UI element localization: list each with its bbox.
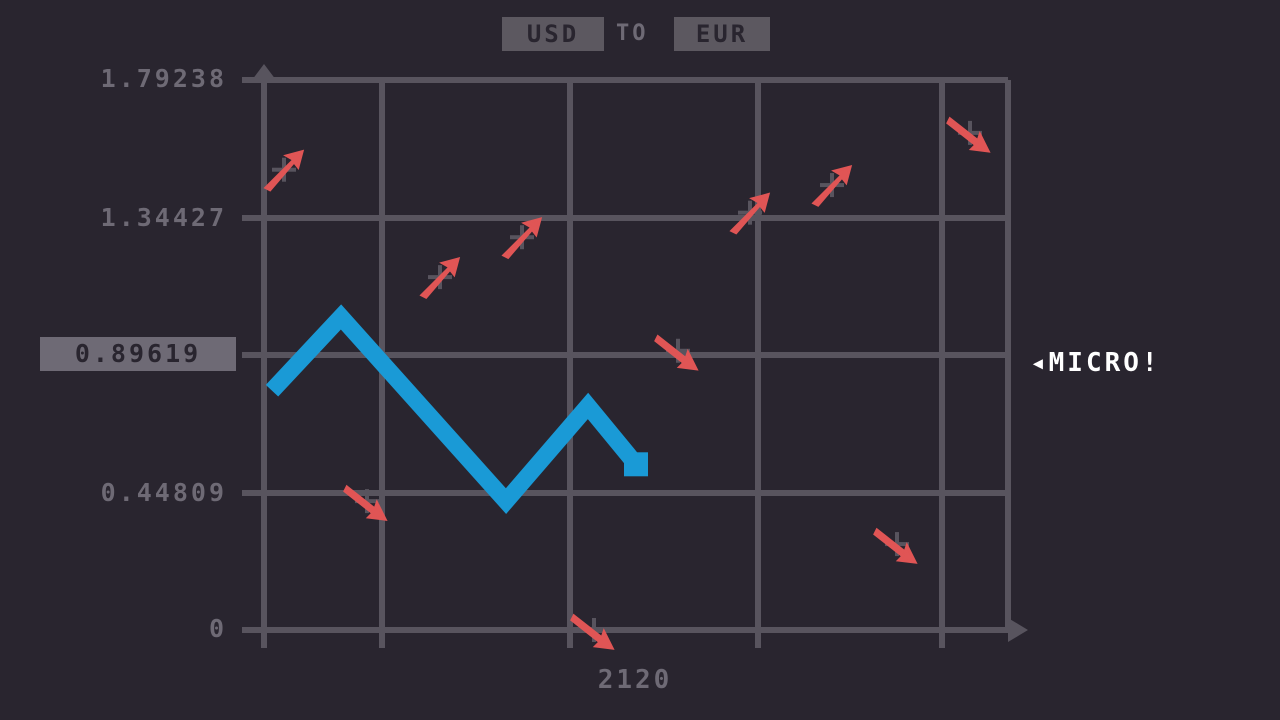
- grid-line-vertical: [939, 80, 945, 648]
- trend-down-marker: [873, 527, 918, 564]
- chart-axes: [252, 64, 1028, 648]
- trend-down-marker: [570, 613, 615, 650]
- chart-grid: [242, 77, 1011, 648]
- y-axis: [261, 74, 267, 648]
- trend-up-marker: [729, 192, 771, 235]
- trend-up-marker: [811, 164, 853, 207]
- trend-up-marker: [501, 217, 543, 260]
- y-tick-label: 1.79238: [100, 64, 227, 93]
- x-tick-label: 2120: [597, 665, 673, 695]
- arrow-up-icon: [501, 217, 543, 260]
- arrow-down-icon: [654, 334, 699, 371]
- micro-callout: ◂MICRO!: [1030, 348, 1161, 378]
- from-currency-badge: USD: [502, 17, 604, 51]
- trend-marker-layer: [263, 116, 991, 650]
- arrow-up-icon: [811, 164, 853, 207]
- y-axis-arrow-icon: [252, 64, 286, 80]
- grid-line-horizontal: [242, 77, 1008, 83]
- rate-line: [265, 304, 643, 514]
- rate-line-layer: [265, 304, 648, 514]
- arrow-down-icon: [873, 527, 918, 564]
- grid-line-horizontal: [242, 215, 1008, 221]
- title-connector: TO: [616, 21, 649, 46]
- arrow-down-icon: [343, 484, 388, 521]
- arrow-up-icon: [263, 149, 305, 192]
- grid-line-vertical: [567, 80, 573, 648]
- trend-down-marker: [343, 484, 388, 521]
- arrow-down-icon: [946, 116, 991, 153]
- grid-line-horizontal: [242, 352, 1008, 358]
- y-tick-label: 1.34427: [100, 203, 227, 232]
- trend-down-marker: [946, 116, 991, 153]
- y-tick-label: 0: [208, 614, 227, 643]
- trend-up-marker: [263, 149, 305, 192]
- grid-line-horizontal: [242, 490, 1008, 496]
- y-cursor-value: 0.89619: [40, 337, 236, 371]
- arrow-down-icon: [570, 613, 615, 650]
- arrow-up-icon: [729, 192, 771, 235]
- y-tick-label: 0.44809: [100, 478, 227, 507]
- x-axis-arrow-icon: [1008, 618, 1028, 642]
- rate-line-head: [624, 452, 648, 477]
- arrow-up-icon: [419, 257, 461, 299]
- to-currency-badge: EUR: [674, 17, 770, 51]
- x-axis: [261, 627, 1011, 633]
- plot-border-right: [1005, 80, 1011, 630]
- trend-down-marker: [654, 334, 699, 371]
- grid-line-vertical: [755, 80, 761, 648]
- trend-up-marker: [419, 257, 461, 299]
